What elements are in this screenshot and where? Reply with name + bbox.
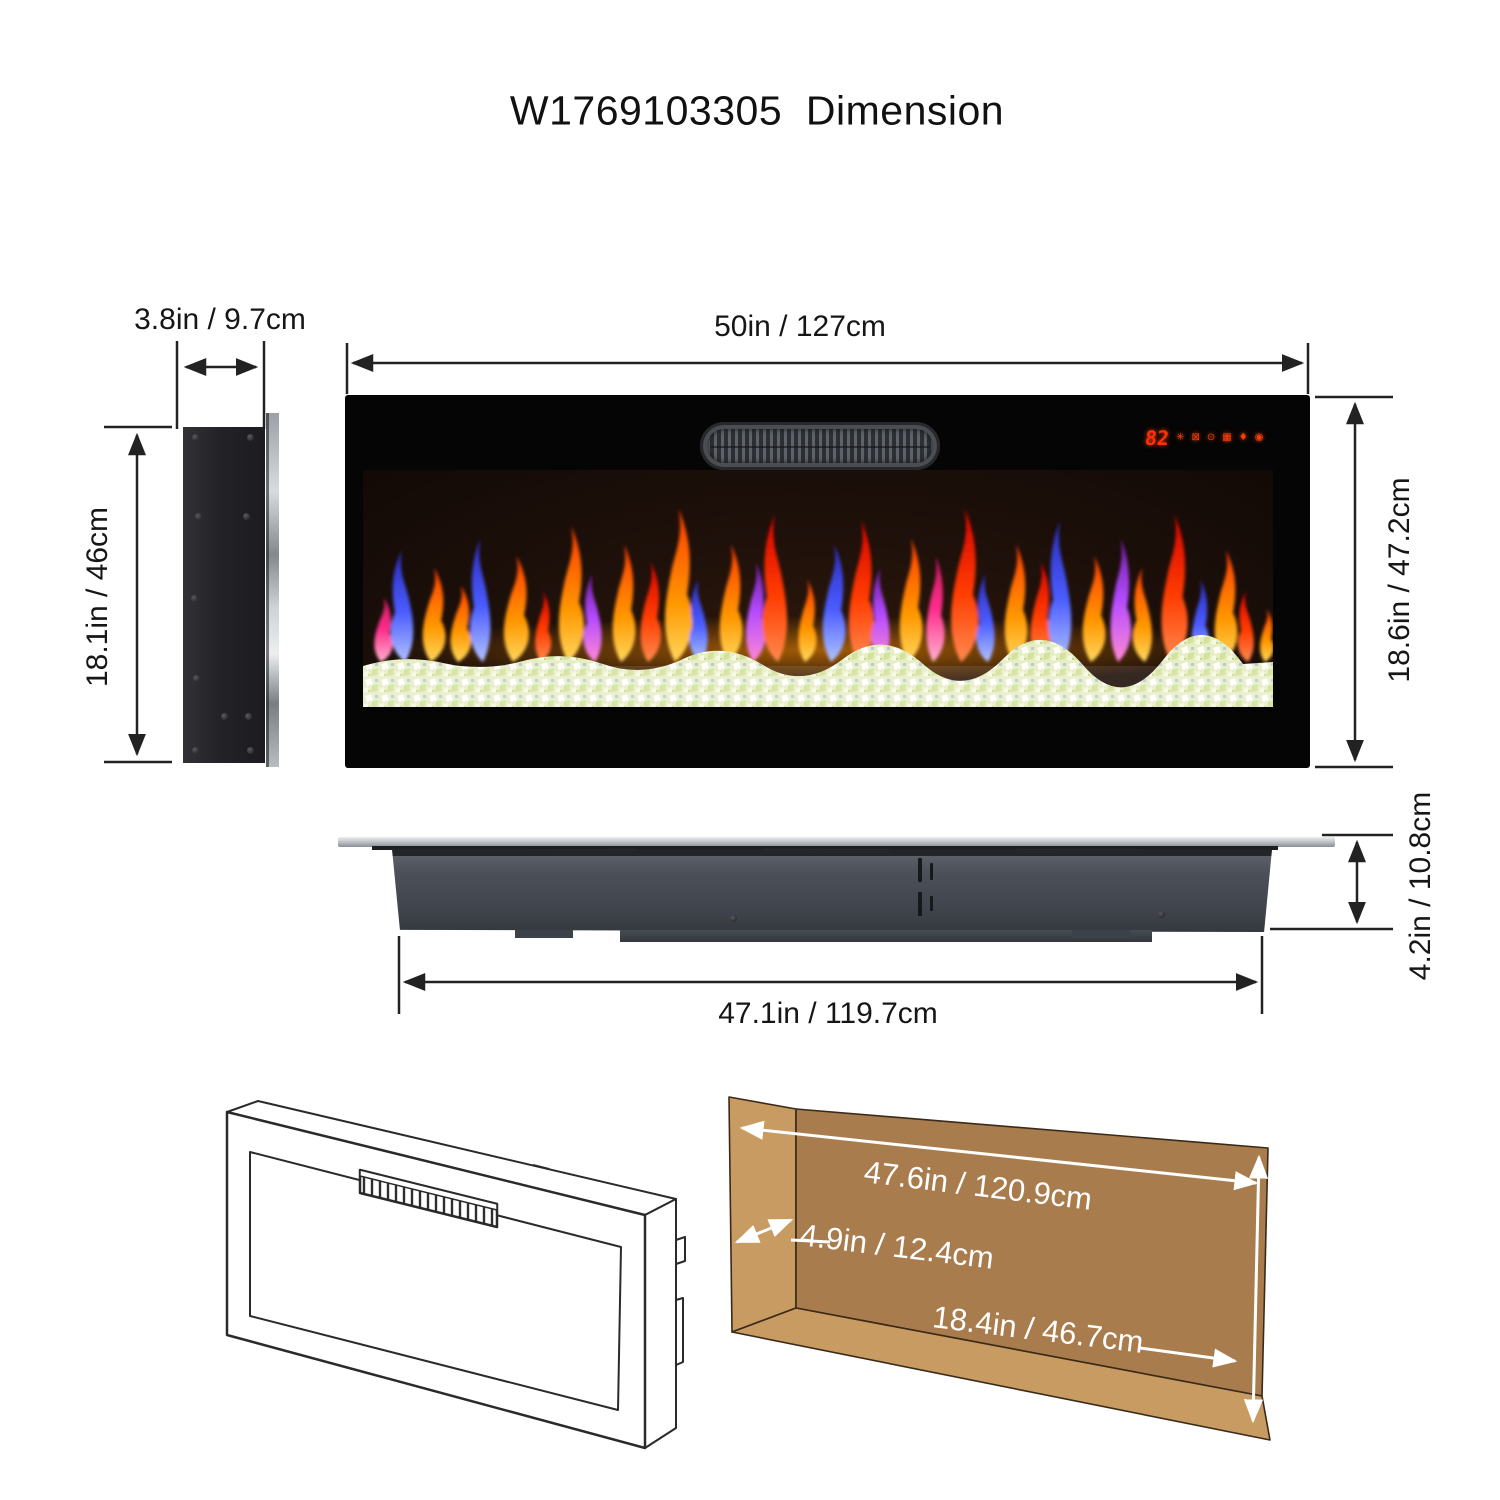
timer-icon: ⊠ (1191, 432, 1200, 443)
bottom-height-dimension (1270, 833, 1393, 931)
screw-icon (730, 915, 737, 922)
side-height-label: 18.1in / 46cm (81, 506, 114, 688)
recess-width-arrow (739, 1120, 1259, 1191)
front-view-unit: 82 ✳ ⊠ ⊙ ▦ ♦ ◉ (345, 395, 1310, 768)
screw-icon (247, 434, 254, 441)
side-width-dimension (175, 341, 266, 429)
crystal-bed (363, 634, 1273, 707)
vent-slot (930, 863, 933, 880)
screw-icon (192, 747, 199, 754)
bottom-view-tab (515, 930, 573, 938)
brightness-icon: ✳ (1176, 432, 1185, 443)
heater-vent-grille (700, 422, 940, 470)
vent-slot (918, 858, 922, 882)
vent-slot (930, 896, 933, 911)
screw-icon (191, 595, 198, 602)
screw-icon (192, 434, 199, 441)
front-width-dimension (345, 343, 1310, 394)
temperature-readout: 82 (1143, 426, 1171, 450)
bottom-view-step (620, 930, 1152, 942)
bottom-view-gap (372, 846, 1278, 850)
flame-icon: ♦ (1238, 432, 1248, 443)
firebox (363, 470, 1273, 707)
recess-height-arrow (1243, 1154, 1269, 1424)
screw-icon (193, 675, 200, 682)
heater-icon: ▦ (1222, 432, 1232, 443)
vent-slot (918, 892, 922, 916)
bottom-width-label: 47.1in / 119.7cm (718, 997, 938, 1030)
bottom-view-body (392, 849, 1272, 932)
page-title: W1769103305 Dimension (509, 87, 1005, 134)
screw-icon (243, 513, 250, 520)
led-display: 82 ✳ ⊠ ⊙ ▦ ♦ ◉ (1143, 425, 1273, 451)
screw-icon (221, 713, 228, 720)
side-height-dimension (104, 425, 172, 764)
fireplace-line-drawing (225, 1100, 686, 1450)
clock-icon: ⊙ (1206, 432, 1216, 443)
recess-height-leader (1139, 1346, 1238, 1368)
recess-floor-panel (731, 1307, 1271, 1441)
front-height-label: 18.6in / 47.2cm (1383, 477, 1416, 683)
screw-icon (245, 713, 252, 720)
front-width-label: 50in / 127cm (714, 310, 886, 343)
bottom-view-flange (338, 837, 1335, 847)
side-view-glass-edge (266, 413, 279, 767)
side-width-label: 3.8in / 9.7cm (134, 303, 306, 336)
wall-recess-diagram (728, 1096, 1271, 1441)
front-height-dimension (1315, 395, 1393, 769)
bottom-width-dimension (397, 936, 1264, 1014)
screw-icon (195, 513, 202, 520)
screw-icon (1158, 911, 1165, 918)
power-icon: ◉ (1254, 432, 1264, 443)
bottom-height-label: 4.2in / 10.8cm (1404, 791, 1437, 981)
bottom-view-tab (1072, 930, 1130, 938)
recess-depth-arrow (734, 1218, 794, 1244)
flames-graphic (363, 508, 1273, 707)
screw-icon (247, 747, 254, 754)
side-view-panel (183, 427, 265, 763)
